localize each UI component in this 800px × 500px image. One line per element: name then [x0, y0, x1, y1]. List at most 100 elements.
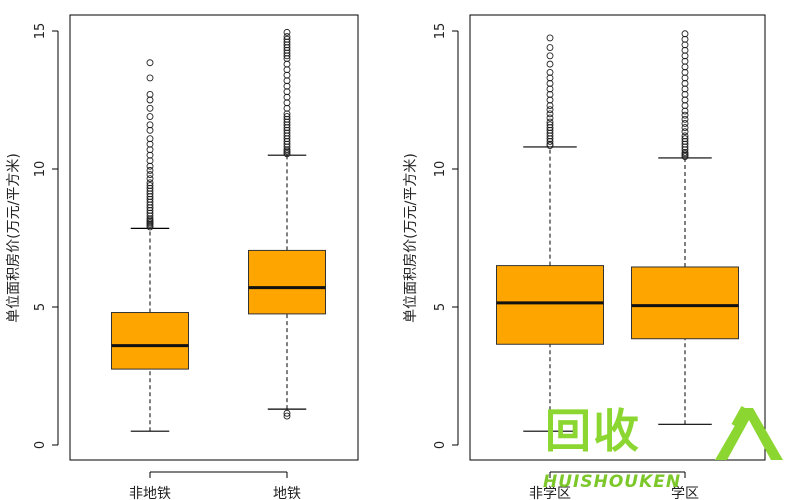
outlier-point	[283, 126, 291, 134]
outlier-point	[681, 35, 689, 43]
outlier-point	[546, 132, 554, 140]
outlier-point	[283, 55, 291, 63]
outlier-point	[546, 79, 554, 87]
outlier-point	[283, 38, 291, 46]
outlier-point	[546, 60, 554, 68]
chart-panel-0: 0 5 10 15 单位面积房价(万元/平方米) 非地铁 地铁	[6, 14, 359, 500]
box-地铁: 地铁	[248, 28, 326, 500]
outlier-point	[283, 99, 291, 107]
outlier-point	[283, 137, 291, 145]
outlier-point	[146, 190, 154, 198]
outlier-point	[283, 52, 291, 60]
outlier-point	[546, 102, 554, 109]
outlier-point	[146, 113, 154, 121]
outlier-point	[283, 82, 291, 90]
outlier-point	[146, 140, 154, 148]
y-tick-label: 0	[33, 441, 48, 449]
outlier-point	[546, 52, 554, 60]
outlier-point	[546, 129, 554, 137]
outlier-point	[146, 201, 154, 209]
outlier-point	[283, 35, 291, 43]
outlier-point	[283, 66, 291, 74]
outlier-point	[546, 96, 554, 104]
outlier-point	[681, 132, 689, 140]
outlier-point	[283, 71, 291, 79]
outlier-point	[681, 128, 689, 136]
outlier-point	[146, 215, 154, 223]
outlier-point	[283, 41, 291, 49]
outlier-point	[546, 121, 554, 129]
outlier-point	[146, 96, 154, 104]
outlier-point	[146, 182, 154, 190]
outlier-point	[146, 204, 154, 212]
outlier-point	[146, 187, 154, 195]
outlier-point	[681, 91, 689, 98]
outlier-point	[283, 409, 291, 417]
y-tick-label: 5	[33, 303, 48, 311]
y-axis-title: 单位面积房价(万元/平方米)	[6, 153, 22, 323]
outlier-point	[283, 146, 291, 154]
outlier-point	[146, 91, 154, 98]
outlier-point	[546, 68, 554, 76]
watermark-sub-text: HUISHOUKEN	[543, 472, 682, 492]
outlier-point	[146, 212, 154, 220]
outlier-point	[146, 121, 154, 129]
outlier-point	[283, 124, 291, 132]
outlier-point	[681, 148, 689, 156]
outlier-point	[283, 113, 291, 121]
outlier-point	[546, 126, 554, 134]
x-tick-label: 地铁	[273, 486, 301, 500]
plot-frame	[469, 14, 766, 461]
outlier-point	[283, 140, 291, 148]
outlier-point	[681, 107, 689, 115]
outlier-point	[681, 120, 689, 127]
watermark-mark-icon	[715, 406, 783, 460]
outlier-point	[146, 146, 154, 154]
outlier-point	[283, 46, 291, 54]
outlier-point	[283, 121, 291, 129]
outlier-point	[681, 135, 689, 143]
outlier-point	[681, 63, 689, 71]
outlier-point	[283, 28, 291, 36]
watermark-logo: 回收 HUISHOUKEN	[535, 400, 800, 500]
box-非学区: 非学区	[496, 34, 604, 500]
outlier-point	[546, 74, 554, 82]
iqr-box	[248, 249, 326, 315]
outlier-point	[681, 124, 689, 132]
outlier-point	[681, 85, 689, 93]
outlier-point	[146, 166, 154, 174]
outlier-point	[146, 195, 154, 203]
outlier-point	[283, 77, 291, 85]
outlier-point	[546, 44, 554, 52]
watermark-main-text: 回收	[545, 404, 641, 458]
x-tick-label: 学区	[671, 486, 699, 500]
outlier-point	[283, 412, 291, 420]
outlier-point	[146, 184, 154, 192]
outlier-point	[546, 118, 554, 126]
outlier-point	[146, 126, 154, 134]
outlier-point	[283, 49, 291, 57]
outlier-point	[546, 106, 554, 114]
outlier-point	[283, 104, 291, 112]
outlier-point	[681, 146, 689, 154]
outlier-point	[681, 96, 689, 104]
outlier-point	[283, 129, 291, 137]
outlier-point	[546, 110, 554, 118]
outlier-point	[283, 44, 291, 52]
outlier-point	[146, 162, 154, 170]
outlier-point	[283, 132, 291, 140]
outlier-point	[681, 79, 689, 87]
outlier-point	[681, 41, 689, 49]
outlier-point	[146, 157, 154, 165]
x-tick-label: 非学区	[529, 486, 571, 500]
outlier-point	[146, 209, 154, 217]
outlier-point	[146, 175, 154, 183]
outlier-point	[283, 93, 291, 101]
outlier-point	[146, 104, 154, 112]
outlier-point	[546, 135, 554, 143]
iqr-box	[111, 312, 189, 370]
outlier-point	[146, 206, 154, 214]
plot-frame	[69, 14, 359, 461]
outlier-point	[681, 115, 689, 123]
outlier-point	[681, 111, 689, 119]
